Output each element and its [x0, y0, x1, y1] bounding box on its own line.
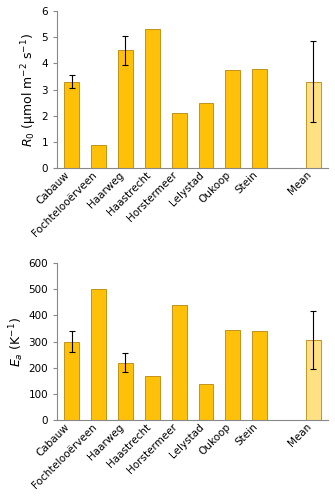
Bar — [199, 384, 213, 420]
Y-axis label: $\mathit{R}_0$ (μmol m$^{-2}$ s$^{-1}$): $\mathit{R}_0$ (μmol m$^{-2}$ s$^{-1}$) — [19, 33, 39, 147]
Bar — [252, 69, 267, 168]
Bar — [64, 341, 79, 420]
Bar — [225, 330, 240, 420]
Bar — [172, 305, 187, 420]
Bar — [145, 29, 160, 168]
Bar — [145, 376, 160, 420]
Bar — [118, 363, 133, 420]
Bar — [306, 82, 321, 168]
Bar — [225, 70, 240, 168]
Bar — [118, 50, 133, 168]
Bar — [172, 113, 187, 168]
Y-axis label: $\mathit{E}_a$ (K$^{-1}$): $\mathit{E}_a$ (K$^{-1}$) — [7, 317, 26, 366]
Bar — [199, 103, 213, 168]
Bar — [306, 340, 321, 420]
Bar — [91, 145, 106, 168]
Bar — [252, 331, 267, 420]
Bar — [91, 289, 106, 420]
Bar — [64, 82, 79, 168]
